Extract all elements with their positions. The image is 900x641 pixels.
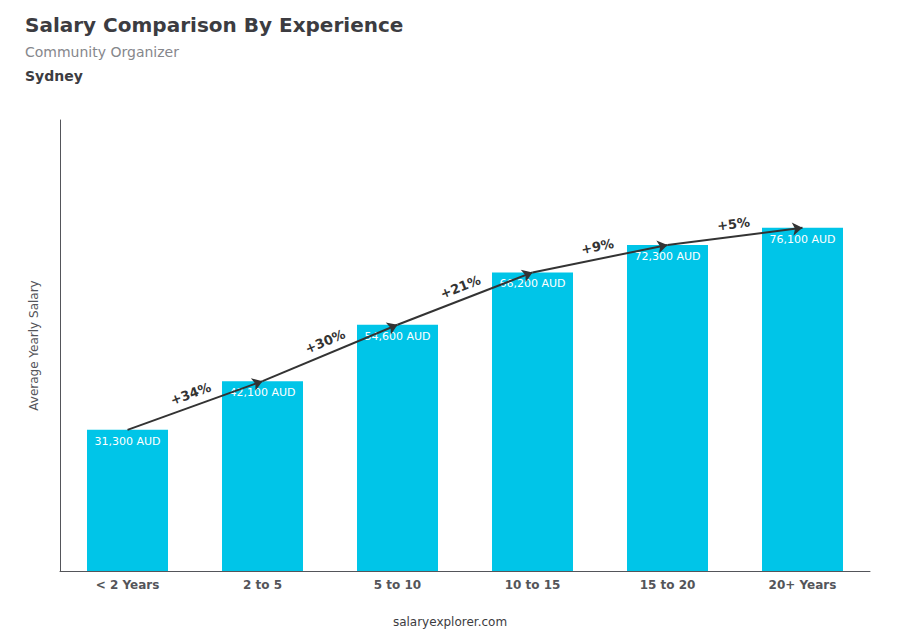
svg-text:+30%: +30% xyxy=(303,326,348,356)
svg-text:72,300 AUD: 72,300 AUD xyxy=(634,250,700,263)
svg-text:31,300 AUD: 31,300 AUD xyxy=(94,435,160,448)
svg-text:salaryexplorer.com: salaryexplorer.com xyxy=(393,615,507,629)
svg-text:Average Yearly Salary: Average Yearly Salary xyxy=(27,280,41,410)
svg-text:Salary Comparison By Experienc: Salary Comparison By Experience xyxy=(25,13,403,37)
svg-text:42,100 AUD: 42,100 AUD xyxy=(229,386,295,399)
svg-text:+9%: +9% xyxy=(580,236,615,257)
svg-text:Sydney: Sydney xyxy=(25,68,83,84)
svg-text:+21%: +21% xyxy=(438,272,483,301)
svg-text:< 2 Years: < 2 Years xyxy=(96,578,160,592)
svg-text:5 to 10: 5 to 10 xyxy=(374,578,421,592)
svg-text:2 to 5: 2 to 5 xyxy=(243,578,282,592)
svg-text:+34%: +34% xyxy=(168,380,213,408)
svg-text:20+ Years: 20+ Years xyxy=(769,578,837,592)
svg-text:15 to 20: 15 to 20 xyxy=(640,578,696,592)
svg-text:66,200 AUD: 66,200 AUD xyxy=(499,277,565,290)
svg-text:10 to 15: 10 to 15 xyxy=(505,578,561,592)
svg-text:76,100 AUD: 76,100 AUD xyxy=(769,233,835,246)
svg-text:54,600 AUD: 54,600 AUD xyxy=(364,330,430,343)
svg-text:+5%: +5% xyxy=(716,214,751,233)
svg-text:Community Organizer: Community Organizer xyxy=(25,44,179,60)
